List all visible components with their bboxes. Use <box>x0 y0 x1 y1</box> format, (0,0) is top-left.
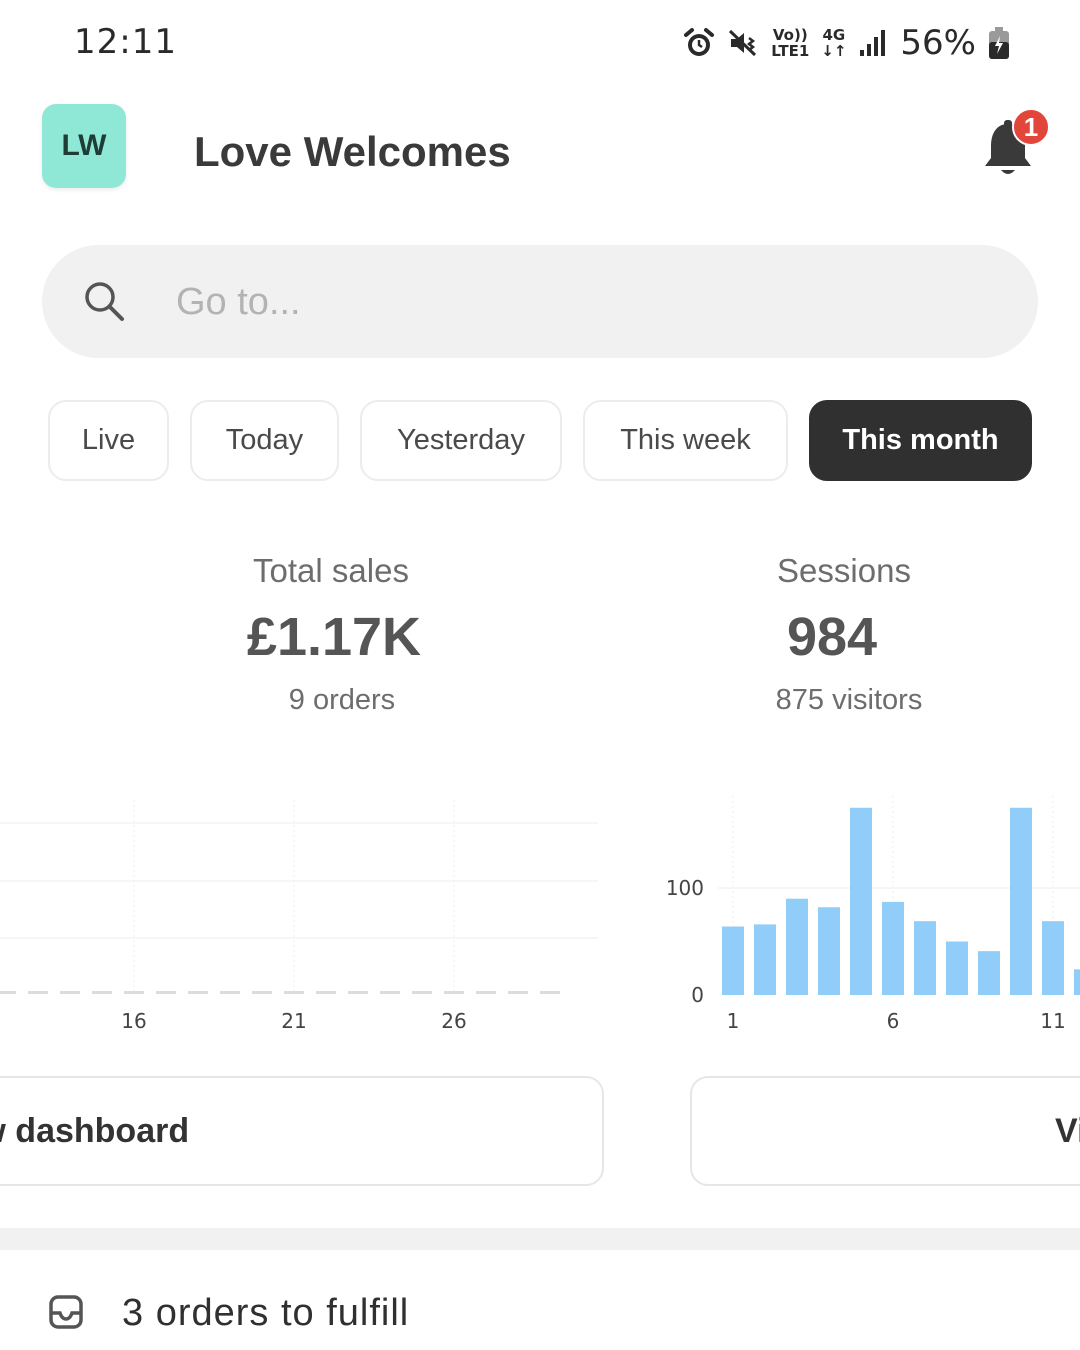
sales-bar-zero <box>380 991 400 994</box>
total-sales-value: £1.17K <box>246 607 422 667</box>
sessions-bar <box>722 926 744 995</box>
sessions-bar <box>882 901 904 995</box>
view-dashboard-label: View dashboard <box>0 1111 190 1150</box>
search-input[interactable] <box>176 267 976 337</box>
sales-bar-zero <box>124 991 144 994</box>
network-indicator: Vo)) LTE1 <box>771 27 809 59</box>
sales-x-tick: 26 <box>441 1009 466 1033</box>
sales-bar-zero <box>412 991 432 994</box>
sales-bar-zero <box>316 991 336 994</box>
sessions-bar <box>786 898 808 995</box>
notifications-button[interactable]: 1 <box>982 108 1052 182</box>
sales-bar-zero <box>252 991 272 994</box>
avatar-initials: LW <box>61 129 107 162</box>
orders-to-fulfill-text: 3 orders to fulfill <box>122 1292 410 1334</box>
sales-x-tick: 21 <box>281 1009 306 1033</box>
sessions-x-tick: 11 <box>1040 1009 1065 1033</box>
lte-label: LTE1 <box>771 42 810 60</box>
sessions-visitors: 875 visitors <box>775 684 923 716</box>
mute-icon <box>727 27 759 59</box>
sessions-label: Sessions <box>777 552 911 589</box>
sessions-bar <box>914 921 936 995</box>
sales-bar-zero <box>0 991 16 994</box>
sales-bar-zero <box>508 991 528 994</box>
notification-badge: 1 <box>1012 108 1050 146</box>
orders-to-fulfill-row[interactable]: 3 orders to fulfill <box>0 1250 1080 1350</box>
sales-bar-zero <box>156 991 176 994</box>
view-dashboard-button-sales[interactable]: View dashboard <box>0 1076 604 1186</box>
total-sales-label: Total sales <box>253 552 409 589</box>
volte-label: Vo)) <box>772 26 808 44</box>
status-time: 12:11 <box>74 22 177 62</box>
range-chip-yesterday[interactable]: Yesterday <box>360 400 562 481</box>
sessions-bar <box>1010 807 1032 995</box>
section-divider <box>0 1228 1080 1250</box>
sales-bar-zero <box>476 991 496 994</box>
generation-label: 4G <box>822 26 846 44</box>
sales-bar-zero <box>92 991 112 994</box>
total-sales-orders: 9 orders <box>288 684 396 716</box>
sales-bar-zero <box>60 991 80 994</box>
range-chip-today[interactable]: Today <box>190 400 339 481</box>
sessions-bar <box>946 941 968 995</box>
sales-bar-zero <box>540 991 560 994</box>
sales-bar-zero <box>348 991 368 994</box>
sales-bar-zero <box>284 991 304 994</box>
sales-bar-zero <box>444 991 464 994</box>
data-arrows: ↓↑ <box>821 42 847 60</box>
sessions-y-tick: 100 <box>666 876 704 900</box>
sales-x-tick: 16 <box>121 1009 146 1033</box>
sessions-bar <box>818 907 840 995</box>
sales-bar-zero <box>188 991 208 994</box>
sessions-y-tick: 0 <box>691 983 704 1007</box>
range-chip-live[interactable]: Live <box>48 400 169 481</box>
sessions-bar <box>754 924 776 995</box>
sessions-bar <box>978 951 1000 995</box>
signal-icon <box>858 28 888 58</box>
battery-percent: 56% <box>900 23 976 63</box>
sales-bar-zero <box>220 991 240 994</box>
sessions-x-tick: 1 <box>727 1009 740 1033</box>
inbox-icon <box>49 1295 83 1329</box>
alarm-icon <box>683 27 715 59</box>
battery-icon <box>988 26 1010 60</box>
range-chip-this-week[interactable]: This week <box>583 400 788 481</box>
range-chip-this-month[interactable]: This month <box>809 400 1032 481</box>
status-icons: Vo)) LTE1 4G ↓↑ 56% <box>683 20 1010 66</box>
sessions-bar <box>1042 921 1064 995</box>
sales-bar-zero <box>28 991 48 994</box>
search-icon <box>85 282 124 321</box>
sessions-x-tick: 6 <box>887 1009 900 1033</box>
store-avatar[interactable]: LW <box>42 104 126 188</box>
store-name[interactable]: Love Welcomes <box>194 128 511 175</box>
sessions-chart: 100 01 6 11 <box>666 796 1080 1033</box>
view-dashboard-button-sessions[interactable]: View dashboard <box>690 1076 1080 1186</box>
view-dashboard-label: View dashboard <box>1055 1111 1080 1150</box>
sessions-bar <box>850 807 872 995</box>
search-bar[interactable] <box>42 245 1038 358</box>
sessions-value: 984 <box>786 607 878 667</box>
sessions-bar <box>1074 969 1080 995</box>
total-sales-chart: 16 21 26 <box>0 800 598 1033</box>
data-indicator: 4G ↓↑ <box>821 27 846 59</box>
